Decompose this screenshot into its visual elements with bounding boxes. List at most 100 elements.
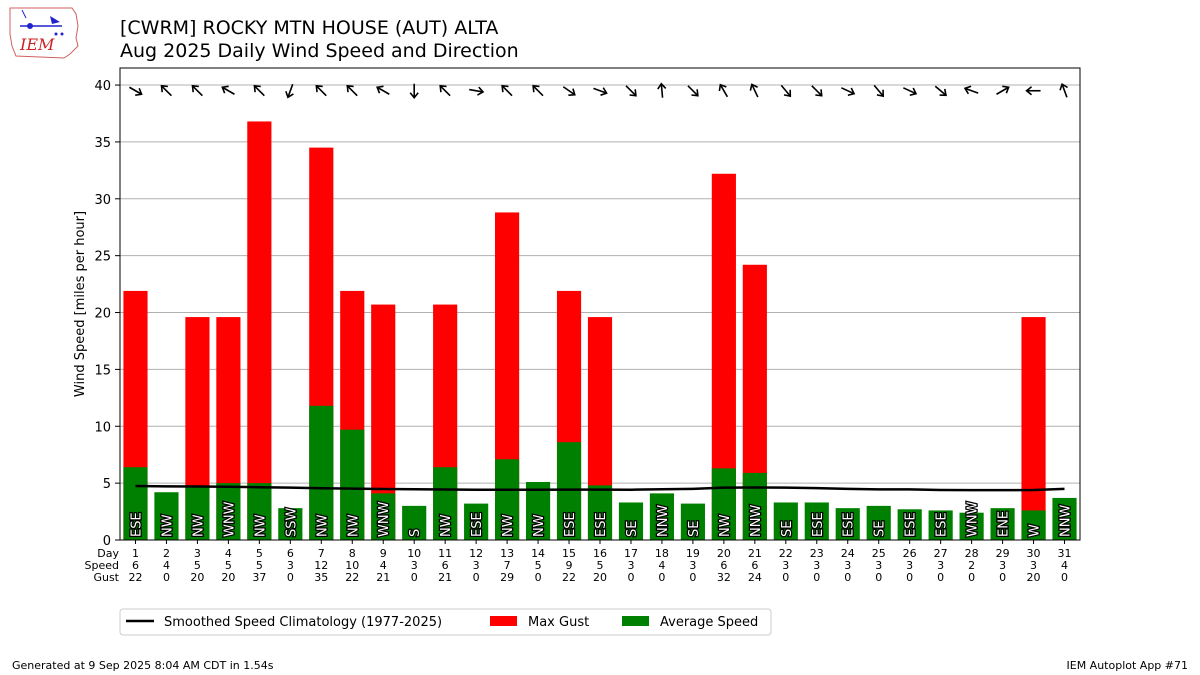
direction-label: NNW	[1059, 505, 1074, 537]
avg-speed-bar	[154, 492, 179, 540]
direction-label: NW	[718, 514, 733, 537]
direction-label: ESE	[935, 512, 950, 537]
direction-arrow	[346, 84, 358, 97]
speed-label: 3	[689, 559, 696, 572]
speed-label: 6	[751, 559, 758, 572]
avg-speed-bar	[247, 483, 272, 540]
direction-label: NW	[315, 514, 330, 537]
direction-arrow	[160, 84, 172, 97]
direction-arrow	[718, 83, 729, 98]
direction-arrow	[562, 86, 576, 96]
legend-climatology-label: Smoothed Speed Climatology (1977-2025)	[164, 615, 442, 630]
day-label: 19	[686, 547, 700, 560]
legend-gust-swatch	[490, 616, 517, 626]
avg-speed-bar	[928, 510, 953, 540]
direction-label: SSW	[284, 507, 299, 537]
day-label: 17	[624, 547, 638, 560]
direction-label: NW	[346, 514, 361, 537]
gust-label: 32	[717, 571, 731, 584]
direction-label: NW	[501, 514, 516, 537]
avg-speed-bar	[464, 503, 489, 540]
speed-label: 5	[225, 559, 232, 572]
gust-label: 0	[813, 571, 820, 584]
direction-label: NW	[160, 514, 175, 537]
y-tick-label: 25	[94, 250, 111, 265]
direction-label: ESE	[842, 512, 857, 537]
speed-label: 10	[345, 559, 359, 572]
chart-subtitle: Aug 2025 Daily Wind Speed and Direction	[120, 40, 519, 62]
y-tick-label: 35	[94, 136, 111, 151]
direction-arrow	[749, 83, 759, 98]
gust-label: 35	[314, 571, 328, 584]
direction-arrow	[996, 85, 1010, 95]
gust-label: 37	[252, 571, 266, 584]
direction-arrow	[501, 84, 513, 97]
direction-label: SE	[780, 521, 795, 537]
speed-label: 6	[720, 559, 727, 572]
gust-label: 0	[535, 571, 542, 584]
app-note: IEM Autoplot App #71	[1066, 659, 1189, 672]
gust-label: 0	[906, 571, 913, 584]
avg-speed-bar	[680, 503, 705, 540]
avg-speed-bar	[278, 508, 303, 540]
y-tick-label: 10	[94, 420, 111, 435]
direction-arrow	[191, 84, 203, 97]
speed-label: 5	[256, 559, 263, 572]
gust-label: 24	[748, 571, 762, 584]
avg-speed-bar	[340, 429, 365, 540]
gust-label: 0	[411, 571, 418, 584]
speed-label: 3	[937, 559, 944, 572]
direction-arrow	[593, 87, 608, 96]
speed-label: 3	[411, 559, 418, 572]
gust-label: 0	[875, 571, 882, 584]
direction-arrow	[902, 87, 918, 96]
day-label: 4	[225, 547, 232, 560]
direction-label: SE	[687, 521, 702, 537]
day-label: 30	[1027, 547, 1041, 560]
direction-arrow	[657, 82, 667, 98]
y-axis-label: Wind Speed [miles per hour]	[73, 211, 88, 397]
direction-arrow	[129, 86, 143, 97]
speed-label: 3	[875, 559, 882, 572]
avg-speed-bar	[1052, 497, 1077, 540]
direction-arrow	[532, 84, 544, 97]
direction-arrow	[687, 85, 699, 97]
direction-label: ESE	[470, 512, 485, 537]
avg-speed-bar	[495, 459, 520, 540]
direction-arrow	[841, 87, 856, 96]
speed-label: 4	[380, 559, 387, 572]
day-label: 13	[500, 547, 514, 560]
legend-gust-label: Max Gust	[528, 615, 589, 630]
speed-label: 3	[1030, 559, 1037, 572]
avg-speed-bar	[618, 502, 644, 540]
gust-label: 20	[221, 571, 235, 584]
avg-speed-bar	[216, 483, 241, 540]
speed-label: 3	[473, 559, 480, 572]
direction-label: NNW	[749, 505, 764, 537]
direction-arrow	[625, 85, 637, 97]
gust-bar	[1021, 317, 1046, 540]
direction-arrow	[780, 84, 792, 98]
avg-speed-bar	[742, 472, 767, 540]
speed-label: 3	[782, 559, 789, 572]
day-label: 16	[593, 547, 607, 560]
direction-label: SE	[625, 521, 640, 537]
gust-label: 29	[500, 571, 514, 584]
avg-speed-bar	[185, 485, 210, 540]
day-label: 22	[779, 547, 793, 560]
direction-arrow	[253, 84, 265, 97]
direction-label: ESE	[594, 512, 609, 537]
direction-arrow	[811, 85, 823, 97]
gust-label: 0	[937, 571, 944, 584]
day-label: 3	[194, 547, 201, 560]
logo-text: IEM	[19, 35, 55, 54]
gust-label: 0	[968, 571, 975, 584]
avg-speed-bar	[556, 442, 582, 540]
day-label: 5	[256, 547, 263, 560]
speed-label: 4	[658, 559, 665, 572]
direction-label: NW	[532, 514, 547, 537]
gust-label: 20	[593, 571, 607, 584]
day-label: 25	[872, 547, 886, 560]
legend: Smoothed Speed Climatology (1977-2025) Ma…	[119, 608, 772, 636]
